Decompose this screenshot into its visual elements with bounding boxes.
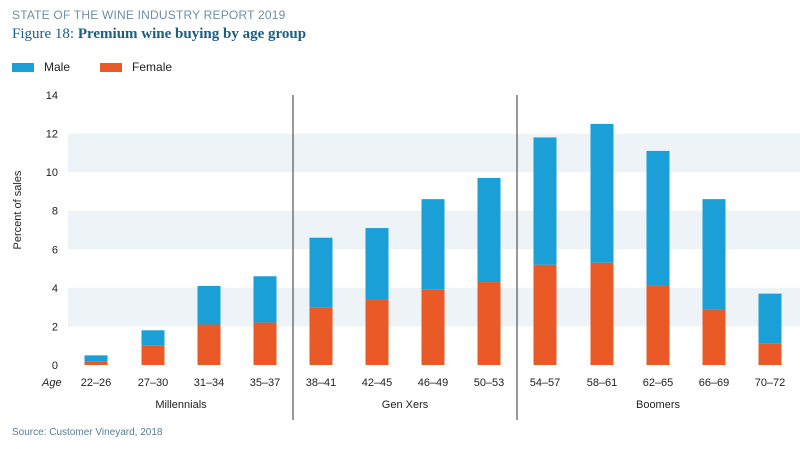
legend-item-female: Female <box>100 60 172 74</box>
y-tick-label: 12 <box>46 129 58 141</box>
bar-male <box>533 137 557 265</box>
y-tick-label: 8 <box>52 206 58 218</box>
bar-male <box>365 228 389 300</box>
figure-number: Figure 18: <box>12 26 75 42</box>
grid-band <box>68 133 800 173</box>
bar-female <box>646 285 670 365</box>
y-tick-label: 14 <box>46 90 58 102</box>
legend-label-male: Male <box>44 60 71 74</box>
bar-female <box>253 322 277 365</box>
y-tick-label: 10 <box>46 167 58 179</box>
x-category-label: 35–37 <box>250 377 281 389</box>
bar-female <box>84 361 108 365</box>
x-category-label: 62–65 <box>643 377 674 389</box>
x-category-label: 54–57 <box>530 377 561 389</box>
report-label: STATE OF THE WINE INDUSTRY REPORT 2019 <box>12 8 286 22</box>
group-label: Boomers <box>636 399 681 411</box>
bar-female <box>197 324 221 365</box>
y-axis-title: Percent of sales <box>12 170 24 249</box>
bar-female <box>590 262 614 365</box>
group-label: Millennials <box>155 399 207 411</box>
x-category-label: 31–34 <box>194 377 225 389</box>
bar-male <box>646 150 670 286</box>
legend-label-female: Female <box>132 60 173 74</box>
bar-male <box>590 123 614 263</box>
bar-female <box>309 307 333 365</box>
bar-male <box>758 293 782 344</box>
legend-swatch-male <box>12 62 34 72</box>
bar-female <box>365 299 389 365</box>
y-tick-label: 6 <box>52 244 58 256</box>
bar-female <box>533 264 557 365</box>
x-category-label: 22–26 <box>81 377 112 389</box>
x-axis-title: Age <box>41 377 62 389</box>
x-category-label: 46–49 <box>418 377 449 389</box>
x-category-label: 42–45 <box>362 377 393 389</box>
group-label: Gen Xers <box>382 399 429 411</box>
x-category-label: 70–72 <box>755 377 786 389</box>
y-tick-label: 0 <box>52 360 58 372</box>
bar-female <box>477 282 501 365</box>
x-category-label: 27–30 <box>138 377 169 389</box>
x-category-label: 58–61 <box>587 377 618 389</box>
bar-male <box>421 199 445 290</box>
x-category-label: 66–69 <box>699 377 730 389</box>
bar-female <box>702 309 726 365</box>
bar-female <box>758 343 782 365</box>
bar-male <box>309 237 333 308</box>
figure-title: Figure 18: Premium wine buying by age gr… <box>12 26 306 43</box>
bar-male <box>141 330 165 346</box>
bar-male <box>702 199 726 310</box>
legend-swatch-female <box>100 62 123 72</box>
chart-legend: Male Female <box>12 60 202 74</box>
legend-item-male: Male <box>12 60 70 74</box>
bar-male <box>197 285 221 325</box>
bar-male <box>253 276 277 323</box>
figure-name: Premium wine buying by age group <box>77 26 307 42</box>
bar-male <box>477 177 501 283</box>
y-tick-label: 4 <box>52 283 58 295</box>
source-note: Source: Customer Vineyard, 2018 <box>12 427 163 438</box>
y-tick-label: 2 <box>52 321 58 333</box>
bar-female <box>141 345 165 365</box>
x-category-label: 38–41 <box>306 377 337 389</box>
bar-female <box>421 289 445 365</box>
x-category-label: 50–53 <box>474 377 505 389</box>
bar-male <box>84 355 108 362</box>
